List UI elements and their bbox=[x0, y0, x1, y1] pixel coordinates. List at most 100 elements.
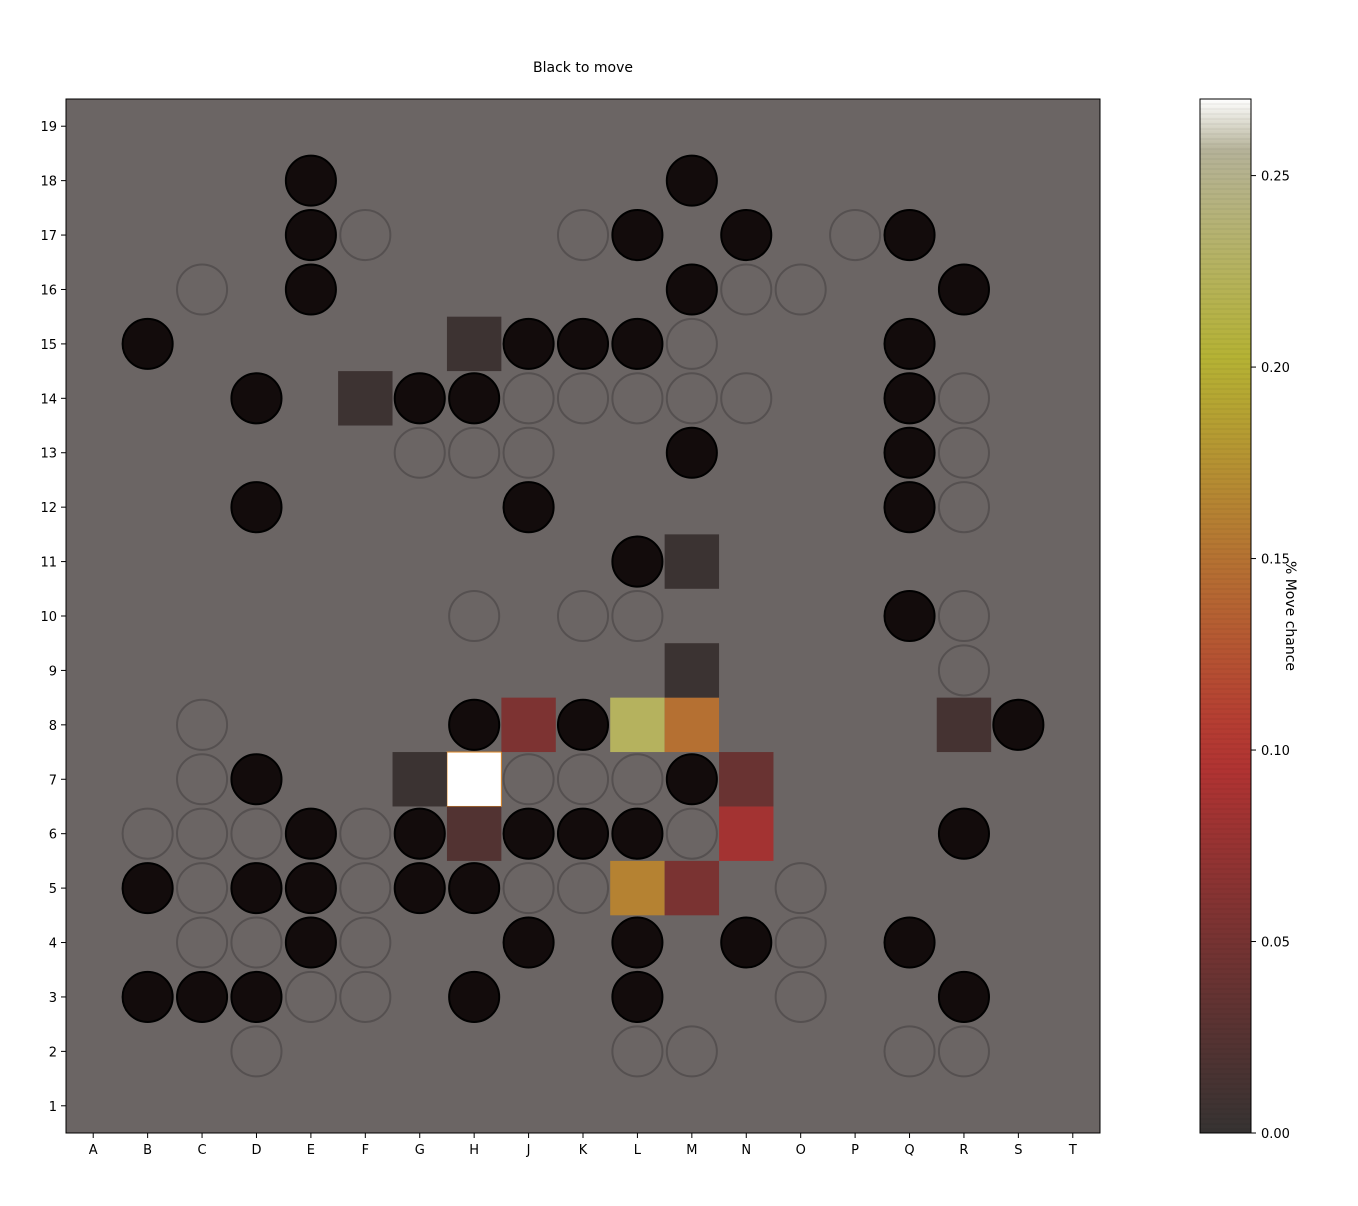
y-tick-label-5: 5 bbox=[49, 882, 57, 897]
black-stone-M18 bbox=[665, 154, 718, 207]
white-stone-R13 bbox=[937, 426, 990, 479]
black-stone-M7 bbox=[665, 753, 718, 806]
x-tick-label-F: F bbox=[362, 1143, 369, 1158]
x-tick-label-D: D bbox=[251, 1143, 261, 1158]
white-stone-R10 bbox=[937, 589, 990, 643]
heat-cell-L5 bbox=[610, 860, 665, 916]
y-tick-label-12: 12 bbox=[40, 501, 57, 516]
white-stone-F4 bbox=[339, 916, 392, 969]
white-stone-L2 bbox=[611, 1025, 664, 1078]
black-stone-L15 bbox=[611, 317, 664, 370]
white-stone-F6 bbox=[339, 807, 392, 860]
black-stone-N17 bbox=[720, 209, 773, 262]
colorbar-label: % Move chance bbox=[1282, 561, 1298, 671]
black-stone-H5 bbox=[448, 862, 501, 915]
colorbar-tick-label: 0.25 bbox=[1261, 170, 1290, 185]
y-tick-label-13: 13 bbox=[40, 447, 57, 462]
colorbar-ticks: 0.00 0.05 0.10 0.15 0.20 0.25 bbox=[1251, 170, 1290, 1142]
black-stone-D12 bbox=[230, 481, 283, 534]
black-stone-L11 bbox=[611, 535, 664, 588]
white-stone-O4 bbox=[774, 916, 827, 969]
black-stone-M16 bbox=[665, 263, 718, 316]
heat-cell-M5 bbox=[664, 860, 720, 916]
heat-cell-L8 bbox=[610, 697, 665, 753]
black-stone-Q13 bbox=[883, 426, 936, 479]
black-stone-R3 bbox=[937, 970, 990, 1023]
colorbar-tick-label: 0.05 bbox=[1261, 936, 1290, 951]
y-tick-label-11: 11 bbox=[40, 556, 57, 571]
white-stone-G13 bbox=[393, 426, 446, 479]
black-stone-E5 bbox=[284, 862, 337, 915]
colorbar-tick-label: 0.20 bbox=[1261, 361, 1290, 376]
heat-cell-H15 bbox=[446, 316, 502, 372]
y-tick-label-9: 9 bbox=[49, 664, 57, 679]
white-stone-J14 bbox=[502, 372, 555, 425]
white-stone-C4 bbox=[176, 916, 229, 969]
y-tick-label-6: 6 bbox=[49, 828, 57, 843]
y-tick-label-17: 17 bbox=[40, 229, 57, 244]
white-stone-N14 bbox=[720, 372, 773, 425]
x-tick-label-K: K bbox=[579, 1143, 588, 1158]
x-tick-label-A: A bbox=[89, 1143, 98, 1158]
black-stone-B15 bbox=[121, 317, 174, 370]
black-stone-L6 bbox=[611, 807, 664, 860]
colorbar: 0.00 0.05 0.10 0.15 0.20 0.25 % Move chance bbox=[1199, 98, 1298, 1142]
black-stone-E17 bbox=[284, 209, 337, 262]
black-stone-R16 bbox=[937, 263, 990, 316]
y-tick-label-7: 7 bbox=[49, 773, 57, 788]
black-stone-J6 bbox=[502, 807, 555, 860]
black-stone-E6 bbox=[284, 807, 337, 860]
y-tick-label-15: 15 bbox=[40, 338, 57, 353]
x-tick-label-O: O bbox=[796, 1143, 806, 1158]
black-stone-E16 bbox=[284, 263, 337, 316]
black-stone-D3 bbox=[230, 970, 283, 1023]
white-stone-K14 bbox=[556, 372, 610, 425]
y-tick-label-8: 8 bbox=[49, 719, 57, 734]
heat-cells bbox=[338, 316, 992, 916]
white-stone-H13 bbox=[448, 426, 501, 479]
white-stone-Q2 bbox=[883, 1025, 936, 1078]
heat-cell-H6 bbox=[446, 806, 502, 861]
white-stone-L14 bbox=[611, 372, 664, 425]
white-stone-K10 bbox=[556, 589, 610, 643]
x-tick-label-P: P bbox=[851, 1143, 859, 1158]
colorbar-tick-label: 0.00 bbox=[1261, 1127, 1290, 1142]
black-stone-E4 bbox=[284, 916, 337, 969]
black-stone-M13 bbox=[665, 426, 718, 479]
white-stone-C16 bbox=[176, 263, 229, 316]
white-stone-F5 bbox=[339, 862, 392, 915]
white-stone-O16 bbox=[774, 263, 827, 316]
board-background bbox=[66, 99, 1100, 1133]
colorbar-frame bbox=[1199, 98, 1252, 1134]
colorbar-tick-label: 0.10 bbox=[1261, 744, 1290, 759]
white-stone-K17 bbox=[556, 209, 610, 262]
heat-cell-M8 bbox=[664, 697, 720, 753]
x-tick-label-L: L bbox=[634, 1143, 642, 1158]
x-tick-label-N: N bbox=[741, 1143, 751, 1158]
y-tick-label-10: 10 bbox=[40, 610, 57, 625]
white-stone-K7 bbox=[556, 753, 610, 806]
x-tick-label-R: R bbox=[959, 1143, 968, 1158]
black-stone-C3 bbox=[176, 970, 229, 1023]
colorbar-fill bbox=[1200, 99, 1251, 1133]
x-tick-label-T: T bbox=[1068, 1143, 1077, 1158]
y-tick-label-2: 2 bbox=[49, 1045, 57, 1060]
y-tick-label-1: 1 bbox=[49, 1100, 57, 1115]
white-stone-O5 bbox=[774, 862, 827, 915]
black-stone-Q15 bbox=[883, 317, 936, 370]
white-stone-C6 bbox=[176, 807, 229, 860]
heat-cell-H7 bbox=[446, 751, 502, 807]
board bbox=[65, 98, 1101, 1134]
black-stone-H3 bbox=[448, 970, 501, 1023]
y-tick-label-4: 4 bbox=[49, 937, 57, 952]
white-stone-R9 bbox=[937, 644, 990, 697]
heat-cell-N7 bbox=[719, 752, 774, 807]
black-stone-E18 bbox=[284, 154, 337, 207]
black-stone-J4 bbox=[502, 916, 555, 969]
white-stone-F3 bbox=[339, 970, 392, 1023]
y-tick-label-19: 19 bbox=[40, 120, 57, 135]
heat-cell-J8 bbox=[501, 697, 556, 753]
black-stone-Q4 bbox=[883, 916, 936, 969]
white-stone-C5 bbox=[176, 862, 229, 915]
white-stone-J7 bbox=[502, 753, 555, 806]
